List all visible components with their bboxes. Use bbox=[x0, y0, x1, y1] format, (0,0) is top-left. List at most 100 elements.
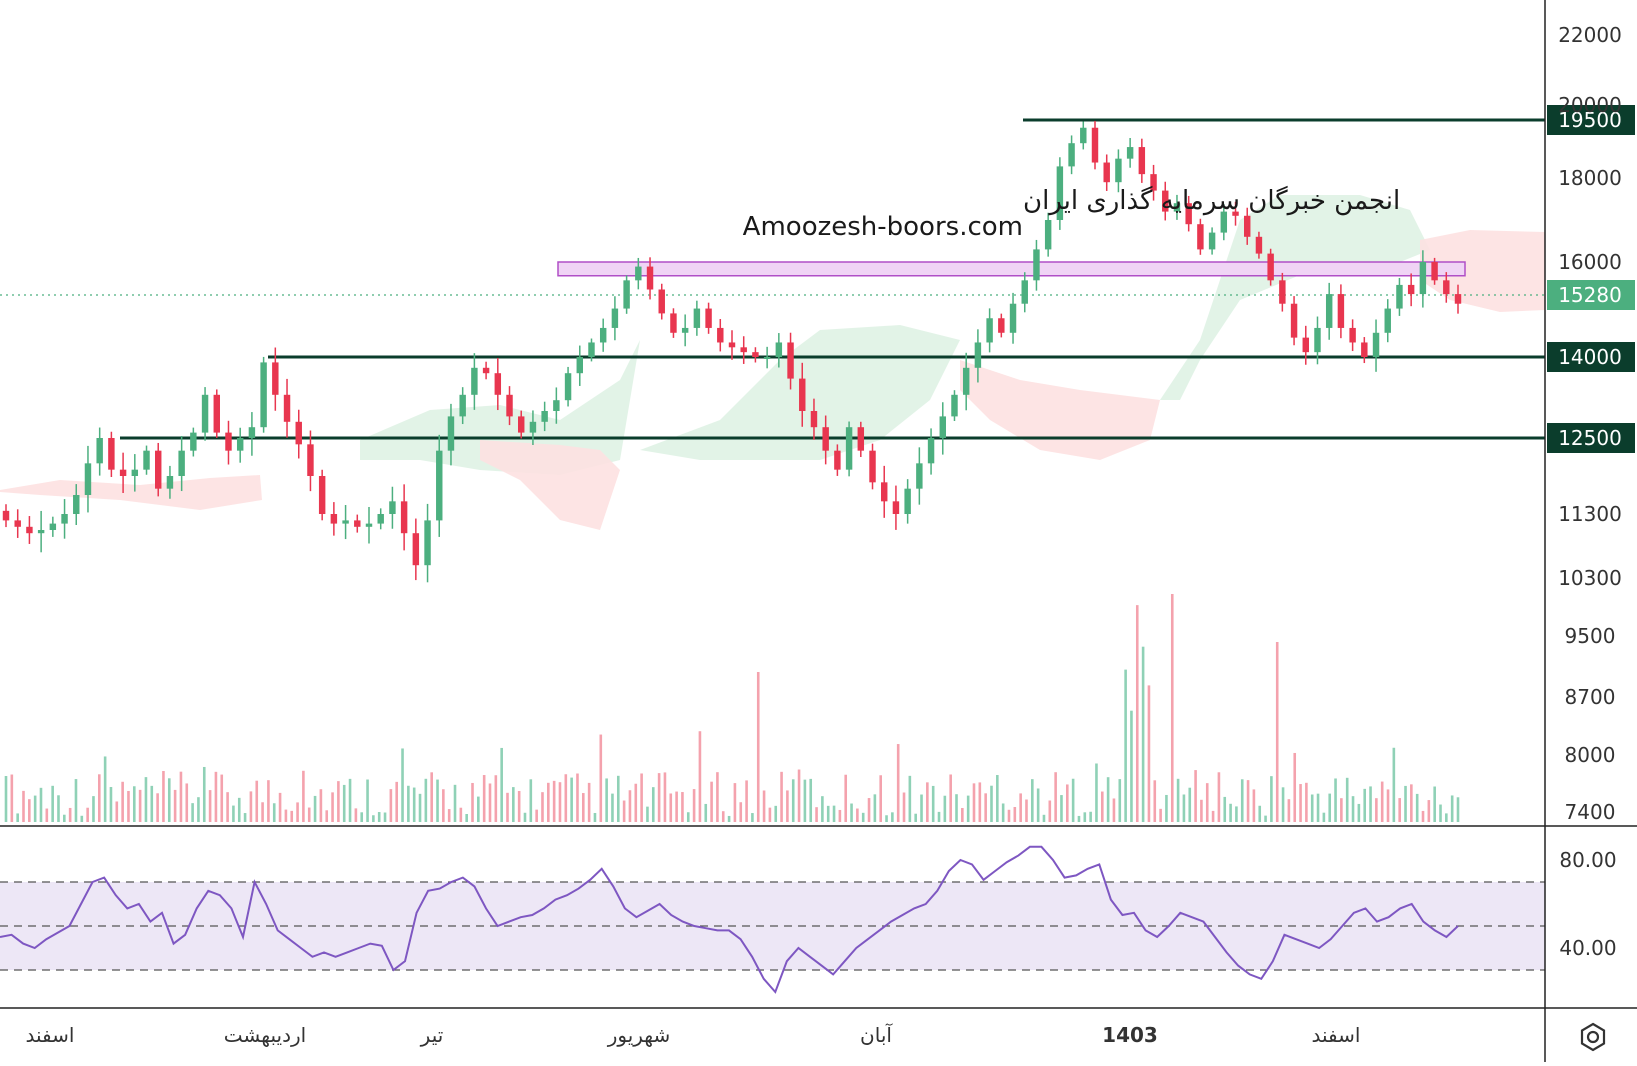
candle-body bbox=[1009, 303, 1017, 333]
cloud-segment-1 bbox=[0, 475, 262, 510]
watermark-line2: Amoozesh-boors.com bbox=[743, 212, 1023, 242]
volume-bar bbox=[1025, 799, 1028, 822]
candle-body bbox=[143, 450, 150, 470]
volume-bar bbox=[768, 807, 772, 822]
volume-bar bbox=[821, 796, 824, 822]
volume-bar bbox=[325, 810, 329, 822]
volume-bar bbox=[832, 805, 836, 822]
volume-bar bbox=[418, 793, 422, 822]
volume-bar bbox=[756, 672, 760, 822]
candle-body bbox=[1267, 253, 1274, 281]
volume-bar bbox=[191, 803, 194, 822]
candle-body bbox=[518, 416, 525, 433]
volume-bar bbox=[1019, 793, 1022, 822]
volume-bar bbox=[10, 774, 14, 822]
volume-bar bbox=[436, 779, 439, 822]
volume-bar bbox=[389, 789, 393, 822]
volume-bar bbox=[63, 814, 66, 822]
volume-bar bbox=[1007, 809, 1011, 822]
chart-settings-button[interactable] bbox=[1573, 1017, 1613, 1057]
volume-bar bbox=[1357, 803, 1361, 822]
volume-bar bbox=[1054, 772, 1057, 822]
volume-bar bbox=[972, 783, 976, 822]
volume-bar bbox=[150, 785, 154, 822]
volume-bar bbox=[1450, 795, 1454, 822]
cloud-segment-2 bbox=[360, 340, 640, 475]
volume-bar bbox=[891, 812, 894, 822]
volume-bar bbox=[1229, 803, 1232, 822]
volume-bar bbox=[1305, 782, 1308, 822]
volume-bar bbox=[1415, 793, 1419, 822]
candle-body bbox=[1384, 308, 1391, 333]
volume-bar bbox=[1135, 605, 1139, 822]
time-axis-label: 1403 bbox=[1102, 1023, 1158, 1047]
volume-bar bbox=[558, 782, 562, 822]
volume-bar bbox=[1410, 784, 1413, 822]
candle-body bbox=[576, 357, 583, 374]
volume-bar bbox=[39, 787, 43, 822]
volume-bar bbox=[1427, 800, 1431, 822]
volume-bar bbox=[1235, 806, 1238, 822]
volume-bar bbox=[541, 792, 544, 822]
volume-bar bbox=[372, 815, 375, 822]
volume-bar bbox=[1188, 787, 1192, 822]
candle-body bbox=[2, 510, 10, 521]
volume-bar bbox=[127, 790, 130, 822]
volume-bar bbox=[290, 810, 294, 822]
volume-bar bbox=[494, 775, 498, 822]
volume-bar bbox=[1200, 799, 1203, 822]
volume-bar bbox=[803, 779, 807, 822]
volume-bar bbox=[698, 731, 702, 822]
candle-body bbox=[1115, 158, 1122, 183]
watermark-line1: انجمن خبرگان سرمایه گذاری ایران bbox=[1023, 185, 1400, 216]
volume-bar bbox=[686, 812, 690, 822]
volume-bar bbox=[57, 795, 60, 822]
volume-bar bbox=[1421, 810, 1425, 822]
candle-body bbox=[564, 373, 572, 401]
candle-body bbox=[635, 266, 642, 281]
candle-body bbox=[1138, 147, 1146, 175]
candle-body bbox=[96, 438, 103, 464]
volume-bar bbox=[1048, 800, 1052, 822]
price-tick-label: 8000 bbox=[1565, 743, 1616, 767]
volume-bar bbox=[1334, 778, 1337, 822]
candle-body bbox=[1443, 280, 1450, 295]
cloud-segment-6 bbox=[1160, 195, 1430, 400]
volume-bar bbox=[984, 793, 987, 822]
volume-bar bbox=[1363, 788, 1366, 822]
volume-bar bbox=[791, 779, 795, 822]
rsi-tick-label: 80.00 bbox=[1559, 848, 1616, 872]
candle-body bbox=[1372, 332, 1380, 357]
volume-bar bbox=[710, 781, 713, 822]
candle-body bbox=[623, 280, 630, 309]
volume-bar bbox=[1124, 669, 1127, 822]
volume-bar bbox=[4, 776, 8, 822]
rsi-panel bbox=[0, 845, 1545, 994]
volume-bar bbox=[313, 795, 317, 822]
candle-body bbox=[236, 438, 244, 451]
volume-bar bbox=[1433, 786, 1436, 822]
volume-bar bbox=[33, 795, 37, 822]
volume-bar bbox=[173, 789, 177, 822]
candlesticks bbox=[2, 120, 1462, 583]
volume-bar bbox=[616, 775, 620, 822]
volume-bar bbox=[651, 787, 655, 822]
volume-bar bbox=[1182, 794, 1186, 822]
volume-bar bbox=[1095, 763, 1098, 822]
volume-bar bbox=[488, 783, 492, 822]
time-axis-label: اردیبهشت bbox=[224, 1023, 306, 1047]
volume-bar bbox=[1456, 797, 1460, 822]
volume-bar bbox=[482, 775, 486, 822]
volume-bar bbox=[879, 775, 882, 822]
candle-body bbox=[248, 427, 256, 438]
volume-bar bbox=[1322, 812, 1326, 822]
volume-bar bbox=[1293, 752, 1297, 822]
volume-bar bbox=[576, 773, 579, 822]
candle-body bbox=[330, 514, 338, 524]
price-tick-label: 9500 bbox=[1565, 624, 1616, 648]
volume-bar bbox=[74, 779, 78, 822]
price-tick-label: 18000 bbox=[1558, 166, 1622, 190]
